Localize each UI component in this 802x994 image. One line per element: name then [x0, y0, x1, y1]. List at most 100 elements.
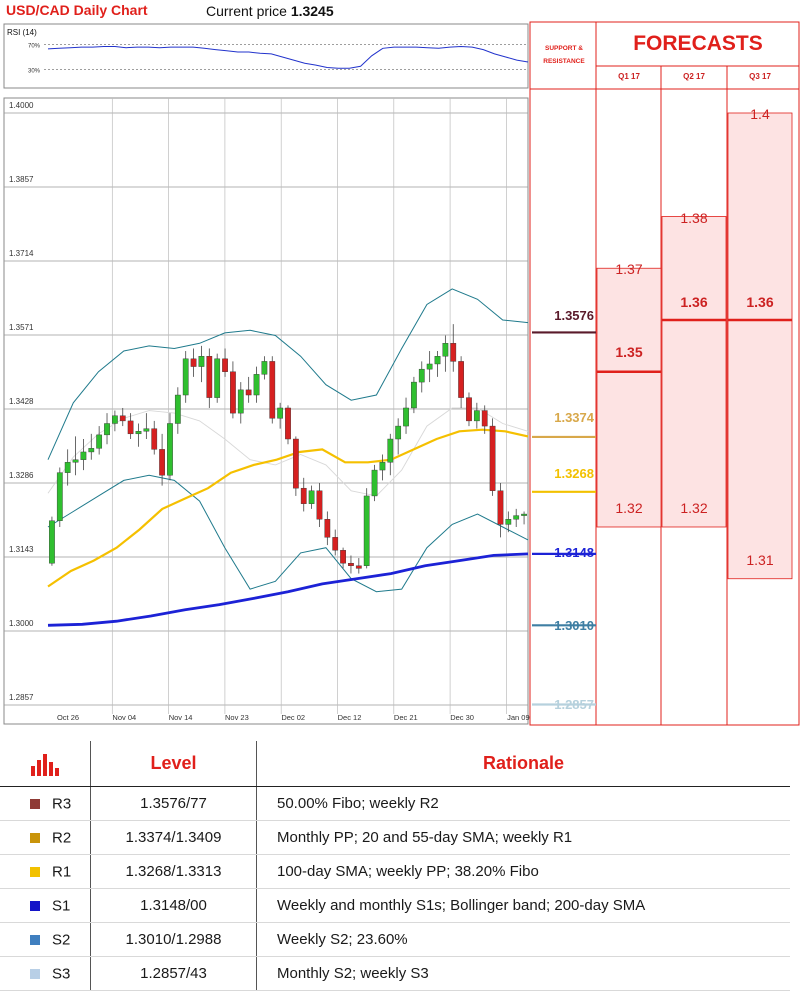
level-rationale: Weekly S2; 23.60% — [256, 922, 790, 957]
x-tick-label: Nov 14 — [169, 713, 193, 722]
bollinger-lower-line — [47, 474, 529, 593]
x-tick-label: Nov 23 — [225, 713, 249, 722]
rsi-70-label: 70% — [28, 44, 41, 50]
sr-level-s3: 1.2857 — [554, 697, 594, 712]
level-color-swatch — [30, 968, 40, 979]
candle-body — [190, 358, 197, 367]
level-name: R3 — [52, 795, 72, 813]
candle-body — [159, 449, 165, 476]
sr-level-s2: 1.3010 — [554, 618, 594, 633]
current-price-value: 1.3245 — [290, 3, 334, 19]
candle-body — [481, 410, 488, 427]
chart-title: USD/CAD Daily Chart — [6, 2, 148, 18]
x-tick-label: Oct 26 — [57, 713, 79, 722]
candle-body — [332, 537, 339, 551]
candle-body — [198, 356, 205, 367]
y-tick-label: 1.3286 — [9, 471, 34, 480]
candle-body — [127, 420, 134, 435]
rationale-column-header: Rationale — [256, 741, 790, 787]
sma-100-line — [47, 428, 529, 588]
level-name: S2 — [52, 931, 71, 949]
candle-body — [521, 513, 527, 516]
candle-body — [167, 423, 173, 476]
price-panel-frame — [3, 97, 529, 725]
candle-body — [174, 394, 181, 424]
candle-body — [49, 520, 55, 564]
levels-table-header: Level Rationale — [0, 741, 790, 787]
rsi-30-label: 30% — [28, 68, 41, 74]
candle-body — [505, 519, 512, 525]
candle-body — [96, 434, 103, 449]
level-value: 1.3010/1.2988 — [90, 922, 257, 957]
level-rationale: Monthly S2; weekly S3 — [256, 956, 790, 991]
level-color-swatch — [30, 832, 40, 843]
candle-body — [387, 438, 394, 463]
candle-body — [88, 448, 95, 453]
level-color-swatch — [30, 934, 40, 945]
q1-high: 1.37 — [615, 261, 643, 277]
candle-body — [316, 490, 323, 520]
current-price: Current price 1.3245 — [206, 3, 334, 19]
rsi-label: RSI (14) — [7, 28, 37, 37]
candle-body — [269, 361, 276, 419]
candle-body — [119, 415, 126, 422]
candle-body — [426, 363, 433, 370]
level-name-cell: S3 — [0, 956, 91, 991]
forecast-panel-frame — [529, 21, 800, 726]
level-value: 1.3148/00 — [90, 888, 257, 923]
candle-body — [395, 425, 402, 440]
candle-body — [497, 490, 504, 525]
price-chart: 1.4000 1.3857 1.3714 1.3571 1.3428 1.3286 1.31… — [3, 21, 800, 726]
candle-body — [206, 356, 213, 398]
level-name-cell: R1 — [0, 854, 91, 889]
candle-body — [379, 462, 386, 471]
candle-body — [458, 361, 464, 398]
level-value: 1.3268/1.3313 — [90, 854, 257, 889]
rsi-line — [47, 45, 529, 69]
level-column-header: Level — [90, 741, 257, 787]
level-rationale: 50.00% Fibo; weekly R2 — [256, 786, 790, 821]
table-row: R1 1.3268/1.3313 100-day SMA; weekly PP; 3… — [0, 854, 790, 889]
q1-low: 1.32 — [615, 500, 643, 516]
candle-body — [434, 356, 441, 365]
candle-body — [308, 490, 315, 504]
sma-mid-line — [47, 407, 529, 497]
q3-mid: 1.36 — [746, 294, 774, 310]
forecasts-title: FORECASTS — [633, 32, 763, 55]
q2-low: 1.32 — [680, 500, 708, 516]
level-value: 1.2857/43 — [90, 956, 257, 991]
level-name-cell: S1 — [0, 888, 91, 923]
candle-body — [442, 343, 449, 357]
candle-body — [64, 462, 71, 473]
candle-body — [135, 431, 142, 435]
q2-high: 1.38 — [680, 210, 708, 226]
level-name-cell: S2 — [0, 922, 91, 957]
level-name-cell: R3 — [0, 786, 91, 821]
candle-body — [72, 459, 79, 463]
candle-body — [104, 423, 110, 436]
y-tick-label: 1.3714 — [9, 249, 34, 258]
y-tick-label: 1.3143 — [9, 545, 34, 554]
quarter-q2: Q2 17 — [683, 72, 705, 81]
candle-body — [230, 371, 236, 414]
candle-body — [112, 415, 118, 424]
x-tick-label: Dec 12 — [338, 713, 362, 722]
x-tick-label: Dec 02 — [281, 713, 305, 722]
candle-body — [411, 381, 417, 409]
sma-200-line — [47, 552, 529, 627]
candle-body — [513, 515, 520, 520]
sr-header-line2: RESISTANCE — [543, 58, 585, 65]
candle-body — [143, 428, 150, 432]
bollinger-upper-line — [47, 288, 529, 460]
level-color-swatch — [30, 798, 40, 809]
candle-body — [489, 425, 496, 491]
sr-level-r2: 1.3374 — [554, 410, 594, 425]
forecast-band — [661, 216, 727, 528]
sr-level-r1: 1.3268 — [554, 466, 594, 481]
level-name: S1 — [52, 897, 71, 915]
candle-body — [450, 343, 457, 362]
table-row: R3 1.3576/77 50.00% Fibo; weekly R2 — [0, 786, 790, 821]
level-value: 1.3576/77 — [90, 786, 257, 821]
candle-body — [466, 397, 472, 422]
y-tick-label: 1.4000 — [9, 101, 34, 110]
